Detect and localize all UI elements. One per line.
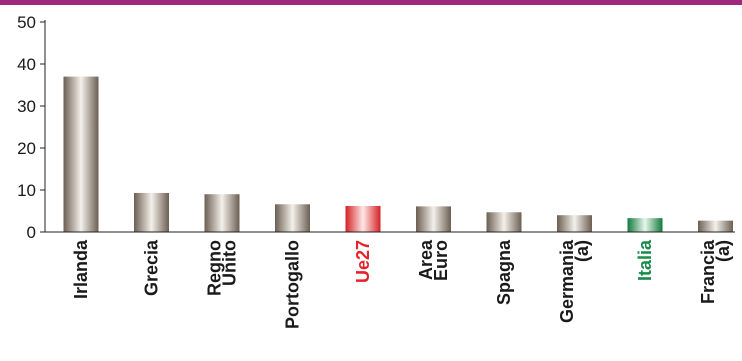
category-label-line: Ue27 — [353, 240, 373, 283]
category-label-line: Italia — [635, 239, 655, 281]
category-label-line: (a) — [713, 240, 733, 262]
category-label-line: Unito — [220, 240, 240, 286]
category-label-line: Regno — [205, 240, 225, 296]
bar — [698, 220, 733, 232]
bar — [134, 192, 169, 232]
bar — [204, 194, 240, 232]
category-label-line: Spagna — [494, 239, 514, 305]
category-label-line: Germania — [557, 239, 577, 323]
y-axis: 0 10 20 30 40 50 — [17, 13, 46, 242]
category-label: Italia — [635, 239, 655, 281]
y-tick-label: 40 — [17, 55, 36, 74]
bar — [486, 212, 522, 232]
y-tick-label: 10 — [17, 181, 36, 200]
bar — [275, 204, 310, 232]
y-tick-label: 20 — [17, 139, 36, 158]
category-label: Irlanda — [71, 239, 91, 299]
x-axis-labels: Irlanda Grecia RegnoUnito Portogallo Ue27 Are… — [71, 239, 733, 329]
category-label-line: Grecia — [142, 239, 162, 296]
bar — [416, 206, 451, 232]
category-label: Portogallo — [283, 240, 303, 329]
category-label: Ue27 — [353, 240, 373, 283]
bars — [45, 76, 735, 233]
bar — [627, 218, 663, 232]
category-label-line: Portogallo — [283, 240, 303, 329]
category-label: RegnoUnito — [205, 240, 240, 296]
y-tick-label: 0 — [27, 223, 36, 242]
top-rule — [0, 0, 742, 5]
bar — [63, 76, 99, 232]
y-tick-label: 50 — [17, 13, 36, 32]
category-label: Francia(a) — [698, 239, 733, 304]
y-tick-label: 30 — [17, 97, 36, 116]
category-label-line: Francia — [698, 239, 718, 304]
bar — [557, 215, 592, 232]
category-label-line: Irlanda — [71, 239, 91, 299]
category-label: Spagna — [494, 239, 514, 305]
category-label: Grecia — [142, 239, 162, 296]
category-label: AreaEuro — [416, 239, 451, 281]
category-label-line: Area — [416, 239, 436, 280]
bar — [345, 205, 381, 232]
category-label-line: (a) — [572, 240, 592, 262]
category-label-line: Euro — [431, 240, 451, 281]
category-label: Germania(a) — [557, 239, 592, 323]
